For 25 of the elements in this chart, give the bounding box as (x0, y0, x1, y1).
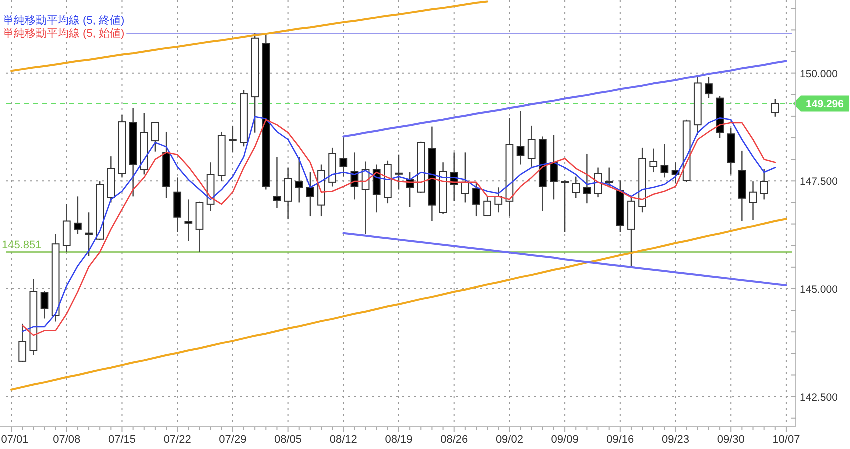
x-tick-label: 07/29 (219, 434, 247, 446)
x-tick-label: 07/08 (53, 434, 81, 446)
x-tick-label: 08/05 (274, 434, 302, 446)
x-tick-label: 07/22 (164, 434, 192, 446)
x-tick-label: 09/30 (717, 434, 745, 446)
x-tick-label: 08/12 (330, 434, 358, 446)
ref-line-label: 145.851 (2, 239, 42, 252)
x-tick-label: 09/16 (606, 434, 634, 446)
text: 単純移動平均線 (5, 始値) (3, 28, 125, 40)
x-tick-label: 08/26 (440, 434, 468, 446)
y-tick-label: 150.000 (800, 68, 838, 80)
y-tick-label: 147.500 (800, 176, 838, 188)
text: 単純移動平均線 (5, 終値) (3, 15, 125, 27)
ref-line-label: 149.296 (806, 98, 844, 111)
x-tick-label: 08/19 (385, 434, 413, 446)
x-tick-label: 07/01 (1, 434, 29, 446)
y-tick-label: 142.500 (800, 392, 838, 404)
line-series (342, 60, 788, 138)
x-tick-label: 09/09 (551, 434, 579, 446)
line-series (342, 232, 788, 287)
y-tick-label: 145.000 (800, 284, 838, 296)
x-tick-label: 10/07 (772, 434, 800, 446)
x-tick-label: 09/23 (662, 434, 690, 446)
x-tick-label: 07/15 (108, 434, 136, 446)
x-tick-label: 09/02 (496, 434, 524, 446)
